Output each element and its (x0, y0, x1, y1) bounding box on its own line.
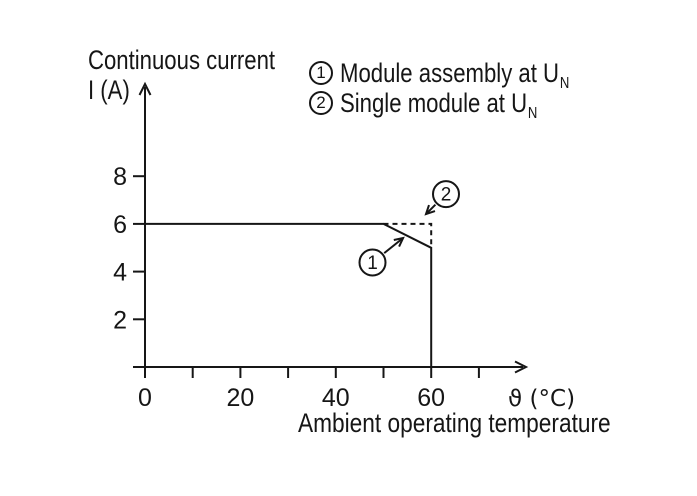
svg-text:6: 6 (113, 211, 127, 239)
annotation-circle (358, 248, 387, 277)
legend-label: Single module at UN (340, 87, 538, 122)
annotation-number: 1 (367, 253, 378, 274)
svg-text:2: 2 (113, 306, 127, 334)
y-axis (133, 81, 152, 367)
y-tick-labels: 2 4 6 8 (113, 163, 127, 334)
x-axis-unit-label: ϑ (°C) (508, 386, 575, 412)
annotation-arrowhead (424, 204, 436, 216)
legend-item-1: 1 Module assembly at UN (309, 57, 620, 92)
x-axis-caption: Ambient operating temperature (298, 408, 611, 438)
svg-text:8: 8 (113, 163, 127, 191)
y-axis-arrowhead (138, 81, 152, 96)
legend-label-text: Module assembly at U (340, 57, 560, 88)
legend-label: Module assembly at UN (340, 57, 570, 92)
x-axis (133, 360, 529, 378)
legend-circled-number-1: 1 (309, 61, 333, 85)
series-curve-2 (383, 222, 433, 248)
annotation-arrowhead (393, 236, 405, 248)
legend-label-text: Single module at U (340, 87, 528, 118)
annotation-2: 2 (424, 180, 460, 216)
legend-item-2: 2 Single module at UN (309, 87, 620, 122)
annotation-1: 1 (358, 236, 405, 277)
svg-text:60: 60 (417, 384, 445, 412)
legend: 1 Module assembly at UN 2 Single module at … (309, 57, 620, 122)
x-axis-arrowhead (514, 360, 529, 374)
series-curve-1 (145, 222, 433, 367)
legend-circled-number-2: 2 (309, 91, 333, 115)
svg-text:4: 4 (113, 259, 127, 287)
legend-label-subscript: N (527, 104, 538, 122)
annotation-number: 2 (441, 185, 452, 206)
x-tick-labels: 0 20 40 60 (138, 384, 445, 412)
y-axis-title: Continuous current I (A) (88, 45, 275, 105)
svg-text:40: 40 (322, 384, 350, 412)
legend-label-subscript: N (559, 74, 570, 92)
annotation-circle (432, 180, 460, 209)
svg-text:20: 20 (226, 384, 254, 412)
y-axis-title-line1: Continuous current (88, 45, 276, 75)
svg-text:0: 0 (138, 384, 152, 412)
y-axis-title-line2: I (A) (88, 75, 130, 105)
